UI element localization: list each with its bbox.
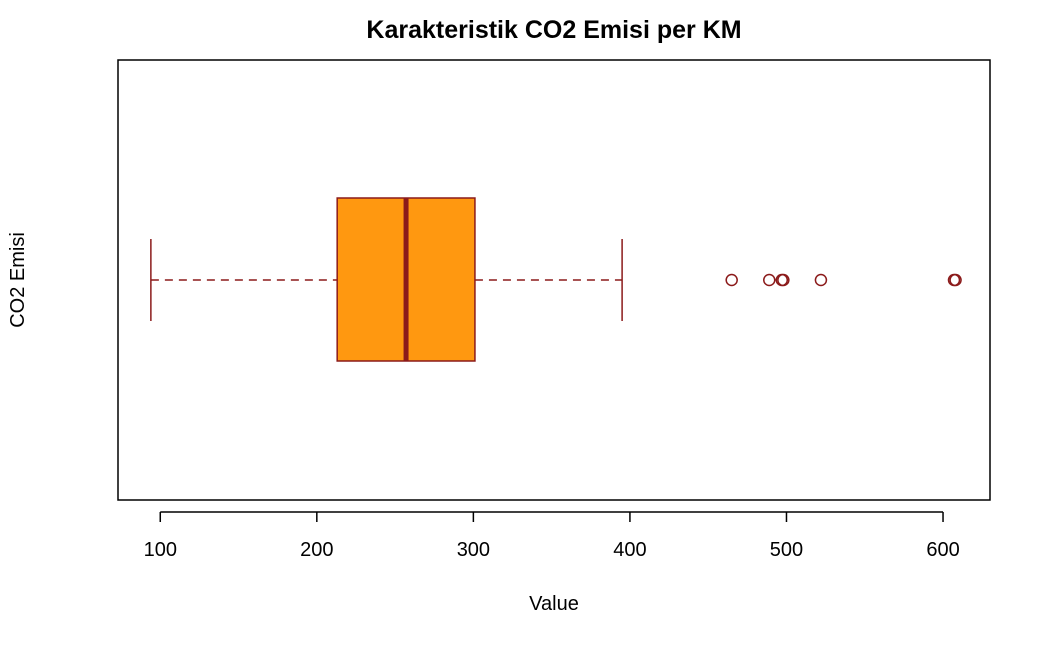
x-tick-label: 500 — [770, 539, 803, 561]
chart-title: Karakteristik CO2 Emisi per KM — [366, 16, 741, 44]
x-tick-label: 400 — [613, 539, 646, 561]
x-tick-label: 200 — [300, 539, 333, 561]
outlier-point — [763, 273, 776, 287]
x-axis-label: Value — [529, 593, 579, 615]
outlier-point — [814, 273, 828, 287]
box — [336, 197, 476, 362]
whiskers — [150, 239, 623, 321]
outliers — [725, 273, 962, 287]
x-tick-label: 600 — [926, 539, 959, 561]
x-axis: 100 200 300 400 500 600 — [144, 511, 960, 561]
outlier-point — [949, 273, 962, 287]
plot-frame — [117, 59, 991, 501]
outlier-point — [725, 273, 738, 287]
y-axis-label: CO2 Emisi — [7, 232, 29, 328]
x-tick-label: 300 — [457, 539, 490, 561]
x-tick-label: 100 — [144, 539, 177, 561]
outlier-point — [777, 273, 790, 287]
